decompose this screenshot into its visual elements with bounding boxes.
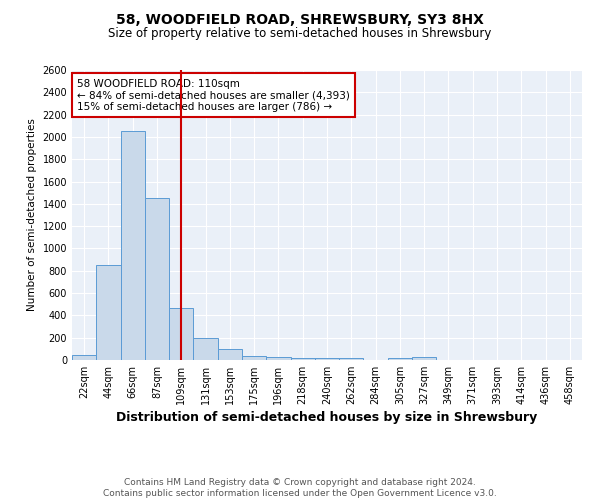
Bar	[193, 338, 218, 360]
Text: Size of property relative to semi-detached houses in Shrewsbury: Size of property relative to semi-detach…	[109, 28, 491, 40]
Y-axis label: Number of semi-detached properties: Number of semi-detached properties	[27, 118, 37, 312]
Text: Contains HM Land Registry data © Crown copyright and database right 2024.
Contai: Contains HM Land Registry data © Crown c…	[103, 478, 497, 498]
Bar	[242, 356, 266, 360]
Text: 58 WOODFIELD ROAD: 110sqm
← 84% of semi-detached houses are smaller (4,393)
15% : 58 WOODFIELD ROAD: 110sqm ← 84% of semi-…	[77, 78, 350, 112]
Bar	[72, 355, 96, 360]
Bar	[315, 358, 339, 360]
Text: 58, WOODFIELD ROAD, SHREWSBURY, SY3 8HX: 58, WOODFIELD ROAD, SHREWSBURY, SY3 8HX	[116, 12, 484, 26]
Bar	[266, 357, 290, 360]
Bar	[169, 308, 193, 360]
Bar	[339, 358, 364, 360]
Bar	[218, 350, 242, 360]
Bar	[388, 358, 412, 360]
Bar	[412, 357, 436, 360]
Bar	[145, 198, 169, 360]
X-axis label: Distribution of semi-detached houses by size in Shrewsbury: Distribution of semi-detached houses by …	[116, 411, 538, 424]
Bar	[121, 132, 145, 360]
Bar	[96, 265, 121, 360]
Bar	[290, 358, 315, 360]
